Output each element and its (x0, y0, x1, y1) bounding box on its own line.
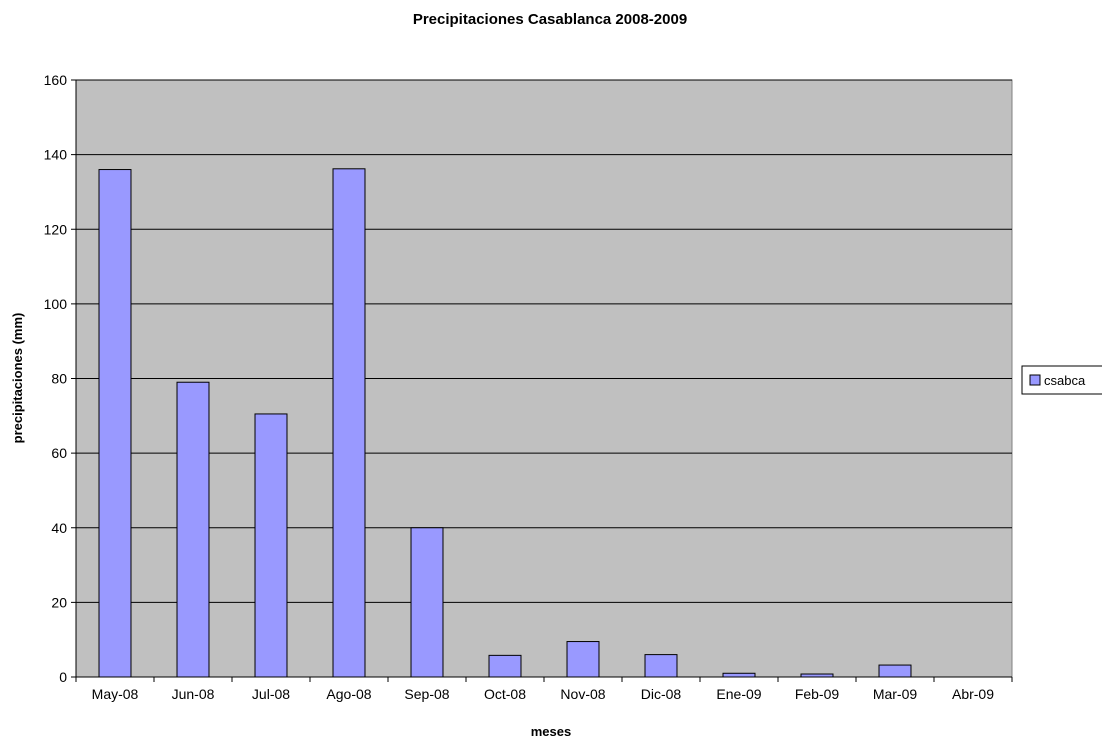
legend: csabca (1021, 365, 1102, 395)
bar (410, 527, 444, 678)
y-tick-label: 140 (44, 147, 68, 163)
x-tick-label: Mar-09 (873, 686, 918, 702)
x-tick-label: Jun-08 (172, 686, 215, 702)
y-tick-label: 100 (44, 296, 68, 312)
x-tick-label: Sep-08 (404, 686, 449, 702)
x-tick-label: May-08 (92, 686, 139, 702)
bar (98, 169, 132, 678)
gridlines (76, 79, 1012, 603)
y-tick-label: 40 (51, 520, 67, 536)
bar (878, 664, 912, 678)
y-tick-label: 0 (59, 669, 67, 685)
x-axis: May-08 Jun-08 Jul-08 Ago-08 Sep-08 Oct-08 Nov-… (75, 676, 1013, 702)
y-tick-label: 60 (51, 445, 67, 461)
x-tick-label: Nov-08 (560, 686, 605, 702)
y-axis-title: precipitaciones (mm) (10, 313, 25, 444)
bar (644, 654, 678, 678)
bar (176, 381, 210, 678)
y-axis: 0 20 40 60 80 100 120 140 160 (44, 72, 77, 685)
bar (566, 641, 600, 678)
x-tick-label: Jul-08 (252, 686, 290, 702)
y-tick-label: 20 (51, 594, 67, 610)
y-tick-label: 160 (44, 72, 68, 88)
chart-title: Precipitaciones Casablanca 2008-2009 (413, 11, 687, 28)
x-tick-label: Abr-09 (952, 686, 994, 702)
x-axis-title: meses (531, 724, 571, 739)
x-tick-label: Oct-08 (484, 686, 526, 702)
legend-label: csabca (1044, 373, 1086, 388)
y-tick-label: 80 (51, 371, 67, 387)
legend-swatch (1029, 374, 1041, 386)
bars (98, 168, 912, 678)
y-tick-label: 120 (44, 221, 68, 237)
bar (332, 168, 366, 678)
bar (254, 413, 288, 678)
x-tick-label: Feb-09 (795, 686, 840, 702)
x-tick-label: Ago-08 (326, 686, 371, 702)
x-tick-label: Dic-08 (641, 686, 682, 702)
x-tick-label: Ene-09 (716, 686, 761, 702)
bar (722, 672, 756, 678)
bar (488, 654, 522, 678)
